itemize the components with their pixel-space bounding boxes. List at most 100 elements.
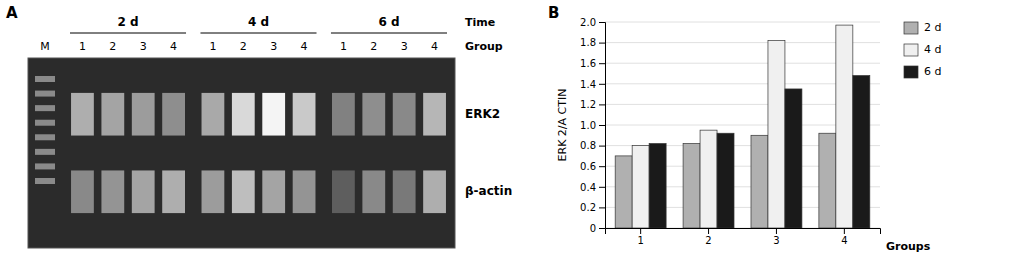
- band: [393, 170, 416, 213]
- tick: 2: [705, 228, 711, 246]
- tick-label: 2.0: [580, 17, 596, 28]
- ladder-band: [35, 178, 55, 184]
- figure: AM12342 d12344 d12346 dTimeGroupERK2β-ac…: [0, 0, 1022, 265]
- ladder-band: [35, 120, 55, 126]
- ladder-band: [35, 105, 55, 111]
- lane-label: 1: [79, 40, 86, 53]
- tick: 0: [590, 223, 605, 234]
- tick-label: 0.2: [580, 202, 596, 213]
- tick-mark: [599, 104, 605, 105]
- band: [101, 93, 124, 136]
- legend-label: 6 d: [924, 65, 941, 78]
- lane-label: 2: [240, 40, 247, 53]
- tick-label: 1.8: [580, 37, 596, 48]
- tick-mark: [599, 125, 605, 126]
- group-header: 2 d: [117, 15, 138, 29]
- panel-title: B: [548, 4, 559, 22]
- bar: [615, 156, 632, 228]
- lane-label: 3: [270, 40, 277, 53]
- lane-label: 2: [109, 40, 116, 53]
- ladder-band: [35, 149, 55, 155]
- legend-item: 4 d: [904, 43, 941, 56]
- tick-mark: [599, 84, 605, 85]
- tick-mark: [599, 207, 605, 208]
- bar: [768, 41, 785, 228]
- tick: 0.6: [580, 161, 605, 172]
- tick-mark: [599, 43, 605, 44]
- tick-label: 1.4: [580, 79, 596, 90]
- band: [423, 93, 446, 136]
- tick: 0.2: [580, 202, 605, 213]
- lane-label: 2: [370, 40, 377, 53]
- bars: [615, 25, 870, 228]
- tick: 1.2: [580, 99, 605, 110]
- lane-label: 4: [431, 40, 438, 53]
- grid-line: [605, 22, 880, 23]
- tick-mark: [844, 228, 845, 234]
- tick: 4: [841, 228, 847, 246]
- tick: 0.4: [580, 182, 605, 193]
- ladder-band: [35, 134, 55, 140]
- cells: [71, 93, 446, 213]
- axis-line: [606, 229, 881, 235]
- row-label: β-actin: [465, 184, 512, 198]
- tick: 1.6: [580, 58, 605, 69]
- lane-label: 3: [140, 40, 147, 53]
- bar: [683, 144, 700, 228]
- band: [362, 170, 385, 213]
- legend-swatch: [904, 66, 918, 78]
- band: [132, 170, 155, 213]
- bar: [649, 144, 666, 228]
- x-axis-label: Group: [465, 40, 503, 53]
- x-axis-label: Groups: [886, 240, 931, 253]
- panel-a: AM12342 d12344 d12346 dTimeGroupERK2β-ac…: [6, 4, 512, 248]
- legend-swatch: [904, 22, 918, 34]
- panel-title: A: [6, 4, 18, 22]
- tick-label: 0: [590, 223, 596, 234]
- band: [132, 93, 155, 136]
- bar: [717, 133, 734, 228]
- tick: 1.4: [580, 79, 605, 90]
- band: [202, 170, 225, 213]
- legend-item: 2 d: [904, 21, 941, 34]
- band: [423, 170, 446, 213]
- tick: 1: [637, 228, 643, 246]
- band: [162, 93, 185, 136]
- bar: [632, 146, 649, 228]
- tick: 2.0: [580, 17, 605, 28]
- tick-mark: [599, 166, 605, 167]
- bar: [785, 89, 802, 228]
- band: [232, 93, 255, 136]
- legend-label: 4 d: [924, 43, 941, 56]
- legend-label: 2 d: [924, 21, 941, 34]
- tick-label: 1: [637, 235, 643, 246]
- group-bracket: [200, 33, 316, 34]
- band: [71, 170, 94, 213]
- lane-label: 1: [209, 40, 216, 53]
- band: [162, 170, 185, 213]
- tick-mark: [599, 22, 605, 23]
- band: [262, 93, 285, 136]
- tick-mark: [708, 228, 709, 234]
- band: [202, 93, 225, 136]
- tick-mark: [640, 228, 641, 234]
- band: [332, 170, 355, 213]
- axis-line: [599, 23, 606, 229]
- tick-label: 2: [705, 235, 711, 246]
- x-axis: 1 2 3 4: [606, 228, 881, 246]
- bar: [853, 76, 870, 228]
- legend-item: 6 d: [904, 65, 941, 78]
- tick-mark: [776, 228, 777, 234]
- tick: 3: [773, 228, 779, 246]
- band: [293, 93, 316, 136]
- ladder-band: [35, 163, 55, 169]
- row-label: ERK2: [465, 107, 500, 121]
- band: [293, 170, 316, 213]
- tick-label: 0.4: [580, 182, 596, 193]
- group-bracket: [70, 33, 186, 34]
- lane-label: 4: [301, 40, 308, 53]
- ladder-band: [35, 91, 55, 97]
- tick-label: 1.0: [580, 120, 596, 131]
- band: [101, 170, 124, 213]
- tick-label: 3: [773, 235, 779, 246]
